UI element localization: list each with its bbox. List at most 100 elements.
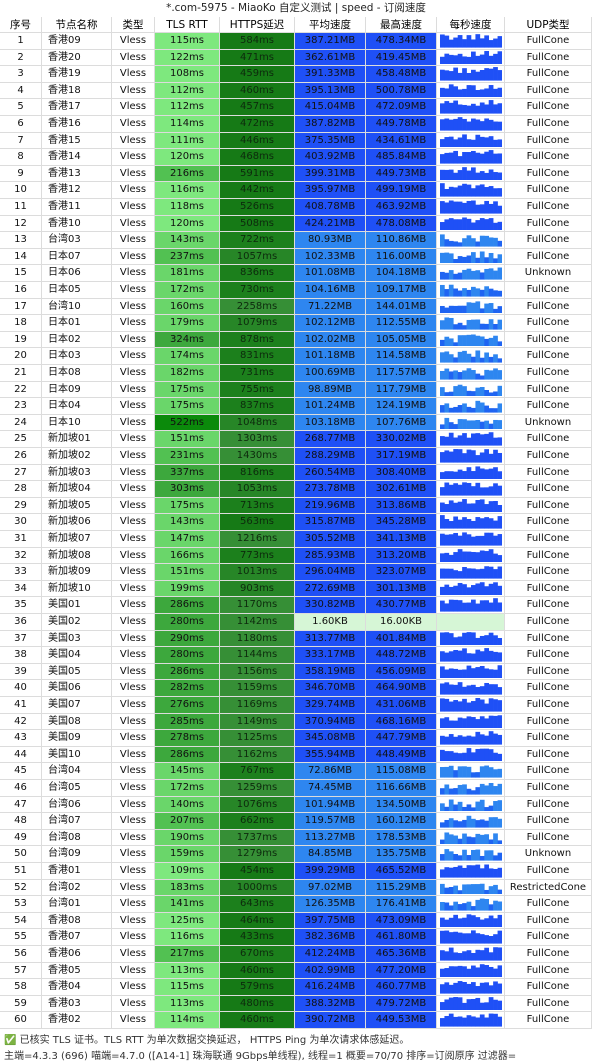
sparkline-bar [479,919,485,928]
sparkline-bar [448,371,454,380]
max-speed: 419.45MB [366,49,437,67]
node-type: Vless [112,232,155,249]
udp-type: FullCone [505,481,592,498]
sparkline-bar [462,152,467,164]
speed-sparkline-cell [437,663,505,681]
sparkline-bar [479,635,485,646]
sparkline-bar [484,324,490,330]
column-header: 平均速度 [295,17,366,33]
node-name: 台湾08 [42,829,112,847]
sparkline-bar [497,769,502,778]
https-latency: 767ms [220,763,295,780]
sparkline-bar [457,449,463,463]
udp-type: FullCone [505,796,592,814]
https-latency: 472ms [220,116,295,133]
sparkline-bar [471,139,476,148]
speed-sparkline [440,832,502,845]
speed-sparkline [440,783,502,795]
sparkline-bar [484,806,490,812]
sparkline-bar [488,817,494,828]
speed-sparkline-cell [437,564,505,581]
sparkline-bar [479,883,485,895]
sparkline-bar [475,997,481,1011]
speed-sparkline [440,200,502,214]
speed-sparkline-cell [437,912,505,930]
sparkline-bar [488,423,494,430]
https-latency: 1180ms [220,630,295,648]
sparkline-bar [475,152,481,164]
sparkline-bar [497,103,502,114]
sparkline-bar [479,582,485,596]
node-type: Vless [112,514,155,531]
sparkline-bar [444,982,450,994]
node-name: 香港09 [42,33,112,50]
avg-speed: 84.85MB [295,846,366,863]
sparkline-bar [488,392,494,397]
tls-rtt: 116ms [155,929,220,946]
https-latency: 831ms [220,348,295,365]
sparkline-bar [475,986,481,994]
https-latency: 1162ms [220,746,295,764]
sparkline-bar [497,485,502,496]
sparkline-bar [488,698,494,712]
node-type: Vless [112,962,155,980]
sparkline-bar [462,951,467,961]
max-speed: 460.77MB [366,979,437,996]
udp-type: FullCone [505,215,592,233]
tls-rtt: 145ms [155,763,220,780]
row-index: 26 [0,448,42,465]
sparkline-bar [457,35,463,48]
sparkline-bar [488,468,494,480]
sparkline-bar [493,222,498,231]
row-index: 35 [0,597,42,614]
sparkline-bar [493,786,498,795]
node-type: Vless [112,331,155,349]
max-speed: 135.75MB [366,846,437,863]
sparkline-bar [497,665,502,679]
sparkline-bar [453,700,459,712]
sparkline-bar [466,152,472,164]
sparkline-bar [444,101,450,114]
node-type: Vless [112,746,155,764]
sparkline-bar [493,408,498,413]
row-index: 52 [0,879,42,897]
sparkline-bar [497,139,502,148]
row-index: 49 [0,829,42,847]
node-name: 台湾02 [42,879,112,897]
sparkline-bar [493,569,498,579]
speed-sparkline [440,234,502,247]
max-speed: 479.72MB [366,995,437,1013]
sparkline-bar [493,466,498,480]
sparkline-bar [488,839,494,845]
sparkline-bar [471,965,476,978]
sparkline-bar [479,734,485,745]
sparkline-bar [448,152,454,164]
max-speed: 107.76MB [366,414,437,432]
sparkline-bar [444,919,450,928]
row-index: 40 [0,680,42,697]
tls-rtt: 303ms [155,481,220,498]
node-name: 新加坡04 [42,481,112,498]
sparkline-bar [493,500,498,513]
sparkline-bar [457,889,463,895]
sparkline-bar [448,318,454,330]
sparkline-bar [488,302,494,314]
sparkline-bar [462,134,467,148]
sparkline-bar [462,784,467,795]
sparkline-bar [453,914,459,928]
sparkline-bar [479,358,485,363]
avg-speed: 285.93MB [295,547,366,565]
node-type: Vless [112,448,155,465]
sparkline-bar [493,258,498,264]
row-index: 29 [0,497,42,515]
sparkline-bar [488,408,494,413]
sparkline-bar [488,548,494,563]
sparkline-bar [484,648,490,662]
sparkline-bar [493,368,498,380]
max-speed: 124.19MB [366,398,437,415]
sparkline-bar [440,854,445,861]
column-header: UDP类型 [505,17,592,33]
sparkline-bar [453,885,459,895]
node-name: 香港20 [42,49,112,67]
speed-sparkline-cell [437,116,505,133]
